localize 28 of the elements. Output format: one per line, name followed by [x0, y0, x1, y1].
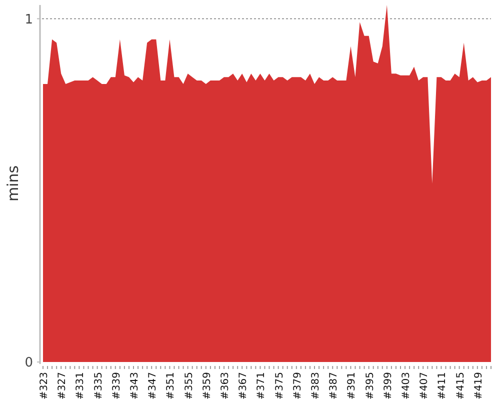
x-tick-label: #347 — [148, 372, 159, 400]
x-tick-label: #359 — [202, 372, 213, 400]
x-tick-label: #343 — [130, 372, 141, 400]
x-tick-label: #375 — [274, 372, 286, 400]
x-tick-label: #387 — [328, 372, 340, 400]
y-axis-title: mins — [4, 165, 22, 202]
x-tick-label: #391 — [346, 372, 358, 400]
x-tick-label: #355 — [184, 372, 195, 400]
x-tick-label: #339 — [111, 372, 122, 400]
x-tick-label: #331 — [75, 372, 86, 400]
y-tick-label: 1 — [24, 12, 33, 28]
x-tick-label: #323 — [39, 372, 50, 400]
x-tick-label: #399 — [382, 372, 394, 400]
x-tick-label: #351 — [166, 372, 177, 400]
x-tick-label: #371 — [256, 372, 268, 400]
x-tick-label: #403 — [401, 372, 412, 400]
x-tick-label: #419 — [473, 372, 484, 400]
x-tick-label: #383 — [310, 372, 322, 400]
x-tick-label: #367 — [238, 372, 250, 400]
x-tick-label: #407 — [419, 372, 430, 400]
x-tick-label: #327 — [57, 372, 68, 400]
x-tick-label: #395 — [364, 372, 376, 400]
x-tick-label: #415 — [455, 372, 466, 400]
y-tick-label: 0 — [24, 356, 33, 371]
x-tick-label: #335 — [93, 372, 104, 400]
x-tick-label: #411 — [437, 372, 448, 400]
x-tick-label: #379 — [292, 372, 304, 400]
x-tick-label: #363 — [220, 372, 232, 400]
